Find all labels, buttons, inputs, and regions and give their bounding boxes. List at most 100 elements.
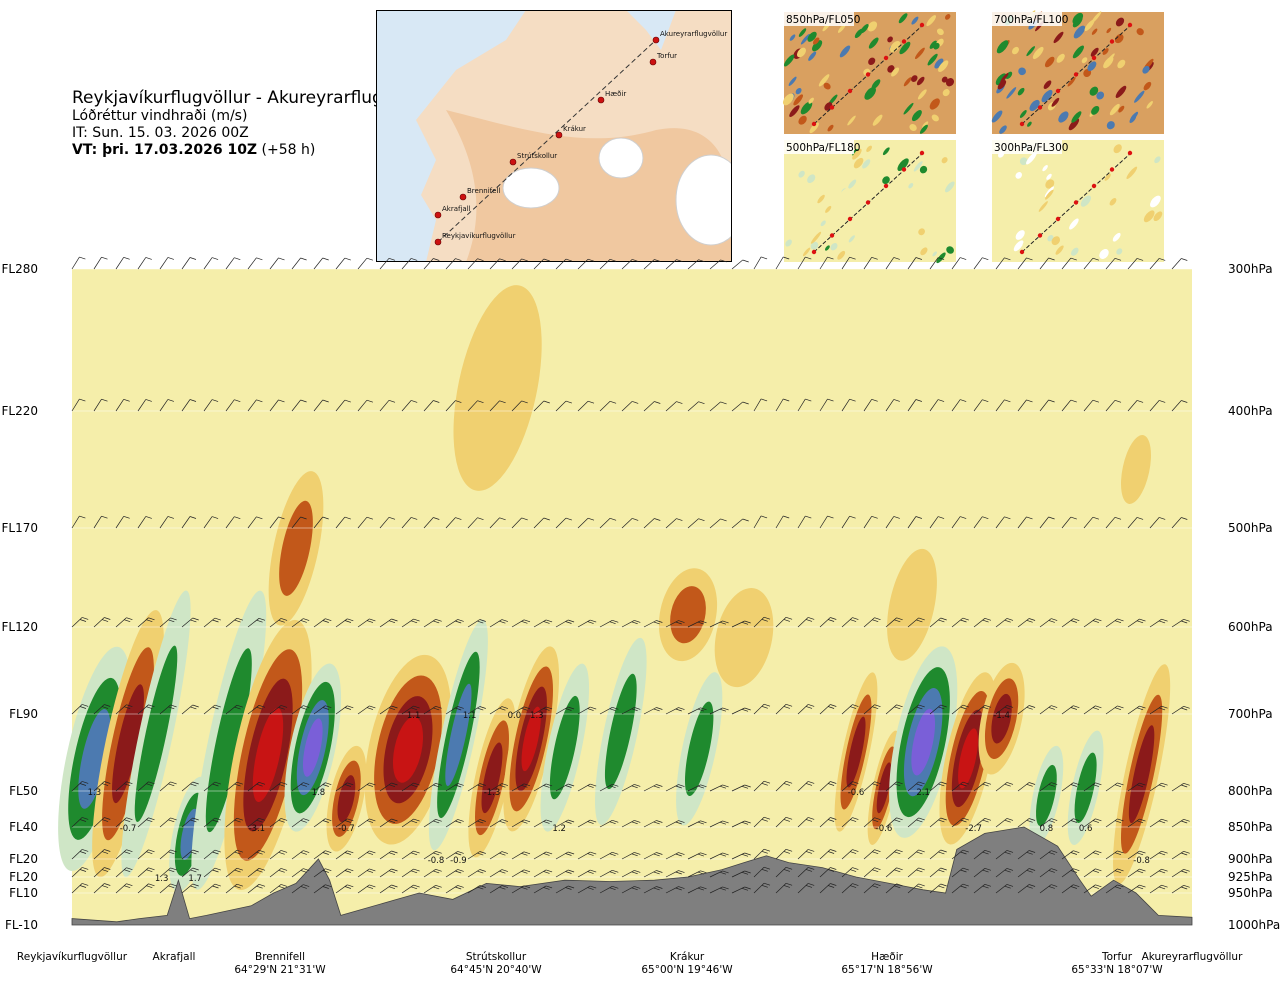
field-cell	[180, 808, 199, 860]
wind-barb	[291, 516, 307, 529]
valid-time-label: VT: þri. 17.03.2026 10Z	[72, 142, 258, 158]
thumbnail-cell	[1109, 198, 1117, 206]
wind-barb	[93, 867, 111, 878]
thumbnail-cell	[1053, 31, 1064, 44]
thumbnail-cell	[1068, 118, 1080, 131]
wind-barb	[555, 851, 575, 860]
wind-barb	[357, 516, 374, 529]
wind-barb	[357, 618, 376, 628]
thumbnail-cell	[1019, 110, 1027, 118]
thumbnail-cell	[1071, 247, 1079, 256]
wind-barb	[181, 781, 199, 792]
wind-barb	[137, 617, 155, 628]
thumbnail-cell	[1067, 77, 1076, 87]
thumbnail-waypoint	[829, 233, 835, 238]
wind-barb	[489, 706, 509, 715]
wind-barb	[533, 869, 553, 878]
thumbnail-cell	[1005, 71, 1013, 79]
wind-barb	[1017, 884, 1036, 894]
field-cell	[205, 648, 252, 833]
wind-barb	[137, 867, 155, 878]
wind-barb	[577, 706, 597, 715]
field-cell	[846, 716, 866, 788]
wind-barb	[511, 885, 531, 894]
wind-barb	[115, 883, 133, 894]
wind-barb	[225, 867, 244, 878]
field-cell	[951, 709, 985, 808]
wind-barb	[621, 518, 639, 529]
wind-barb	[115, 617, 133, 628]
wind-barb	[555, 783, 575, 792]
thumbnail-label-box	[784, 12, 854, 26]
value-annotation: -0.7	[338, 824, 355, 834]
field-cell	[102, 647, 154, 841]
thumbnail-cell	[808, 97, 814, 104]
thumbnail-cell	[1032, 46, 1044, 60]
field-cell	[714, 588, 774, 688]
field-cell	[515, 686, 547, 792]
wind-barb	[665, 518, 683, 529]
wind-barb	[599, 819, 619, 828]
wind-barb	[951, 617, 969, 628]
thumbnail-cell	[920, 247, 928, 256]
wind-barb	[467, 783, 486, 792]
thumbnail-cell	[1126, 166, 1138, 180]
wind-barb	[951, 781, 969, 792]
wind-barb	[995, 618, 1014, 628]
wind-barb	[731, 259, 749, 270]
field-cell	[290, 681, 335, 814]
field-cell	[224, 619, 312, 891]
route-map: Akureyrarflugvöllur Torfur Hæðir Krákur Strú…	[376, 10, 732, 262]
wind-barb	[753, 515, 768, 529]
thumbnail-cell	[1081, 57, 1088, 64]
waypoint-name: Strútskollur	[466, 951, 527, 963]
value-annotation: 0.8	[1040, 824, 1054, 834]
wind-barb	[423, 517, 440, 529]
field-cell	[889, 646, 958, 838]
value-annotation: 0.0	[508, 711, 522, 721]
thumbnail-cell	[909, 123, 917, 132]
wind-barb	[71, 849, 89, 860]
wind-barb	[819, 398, 834, 412]
wind-barb	[907, 867, 925, 878]
value-annotation: -0.6	[848, 788, 865, 798]
wind-barb	[709, 518, 727, 529]
wind-barb	[93, 781, 111, 792]
wind-barb	[357, 818, 376, 828]
wind-barb	[269, 782, 288, 792]
wind-barb	[225, 516, 241, 529]
thumbnail-cell	[861, 221, 869, 230]
field-cell	[684, 701, 714, 796]
thumbnail-cell	[1091, 28, 1098, 35]
thumbnail-cell	[933, 42, 940, 50]
field-cell	[284, 663, 342, 832]
wind-barb	[973, 617, 992, 628]
thumbnail-cell	[839, 45, 851, 58]
wind-barb	[423, 850, 442, 860]
wind-barb	[159, 617, 177, 628]
thumbnail-cell	[792, 155, 800, 164]
value-annotation: 1.7	[188, 874, 202, 884]
thumbnail-cell	[782, 93, 794, 106]
wind-barb	[1127, 818, 1146, 828]
wind-barb	[467, 885, 486, 894]
wind-barb	[1083, 516, 1100, 529]
waypoint-name: Krákur	[670, 951, 705, 963]
wind-barb	[599, 783, 619, 792]
thumbnail-cell	[800, 101, 813, 115]
thumbnail-cell	[1042, 164, 1048, 172]
wind-barb	[423, 868, 442, 878]
thumbnail-cell	[1015, 230, 1025, 240]
field-cell	[364, 654, 452, 845]
wind-barb	[533, 619, 553, 628]
wind-barb	[1105, 399, 1122, 412]
thumbnail-waypoint	[1019, 121, 1025, 127]
wind-barb	[467, 400, 484, 412]
thumbnail-cell	[810, 231, 822, 244]
thumbnail-cell	[1029, 197, 1036, 205]
wind-barb	[181, 849, 199, 860]
thumbnail-cell	[1058, 111, 1069, 123]
thumbnail-cell	[911, 110, 922, 122]
waypoint-coord: 65°00'N 19°46'W	[641, 964, 733, 976]
wind-barb	[863, 849, 881, 860]
